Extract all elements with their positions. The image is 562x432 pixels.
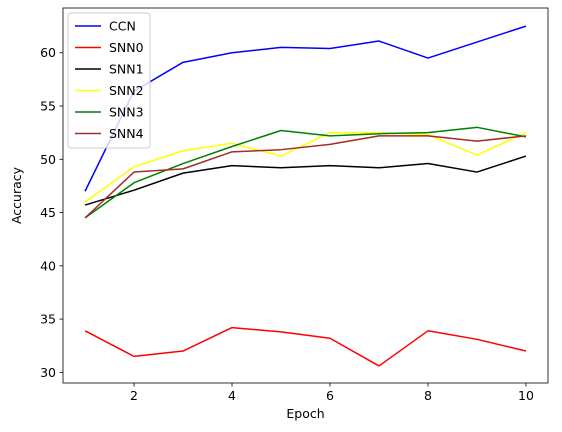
y-tick-label: 50 — [40, 152, 56, 167]
series-line-snn0 — [85, 328, 526, 366]
series-line-snn1 — [85, 156, 526, 205]
x-tick-label: 4 — [228, 388, 236, 403]
legend: CCN SNN0 SNN1 SNN2 SNN3 SNN4 — [68, 13, 150, 148]
x-axis-title: Epoch — [286, 406, 324, 421]
legend-label-snn1: SNN1 — [109, 62, 144, 77]
x-axis: 2 4 6 8 10 — [130, 383, 534, 403]
y-tick-label: 40 — [40, 258, 56, 273]
y-axis: 30 35 40 45 50 55 60 — [40, 45, 63, 380]
legend-label-snn2: SNN2 — [109, 83, 144, 98]
y-tick-label: 35 — [40, 312, 56, 327]
legend-label-ccn: CCN — [109, 19, 136, 34]
legend-label-snn0: SNN0 — [109, 40, 144, 55]
y-tick-label: 60 — [40, 45, 56, 60]
x-tick-label: 2 — [130, 388, 138, 403]
x-tick-label: 6 — [326, 388, 334, 403]
x-tick-label: 8 — [424, 388, 432, 403]
y-tick-label: 45 — [40, 205, 56, 220]
legend-label-snn3: SNN3 — [109, 105, 144, 120]
x-tick-label: 10 — [518, 388, 534, 403]
series-line-snn3 — [85, 127, 526, 218]
y-tick-label: 55 — [40, 99, 56, 114]
y-axis-title: Accuracy — [9, 166, 24, 224]
series-layer — [85, 26, 526, 366]
legend-label-snn4: SNN4 — [109, 126, 144, 141]
y-tick-label: 30 — [40, 365, 56, 380]
